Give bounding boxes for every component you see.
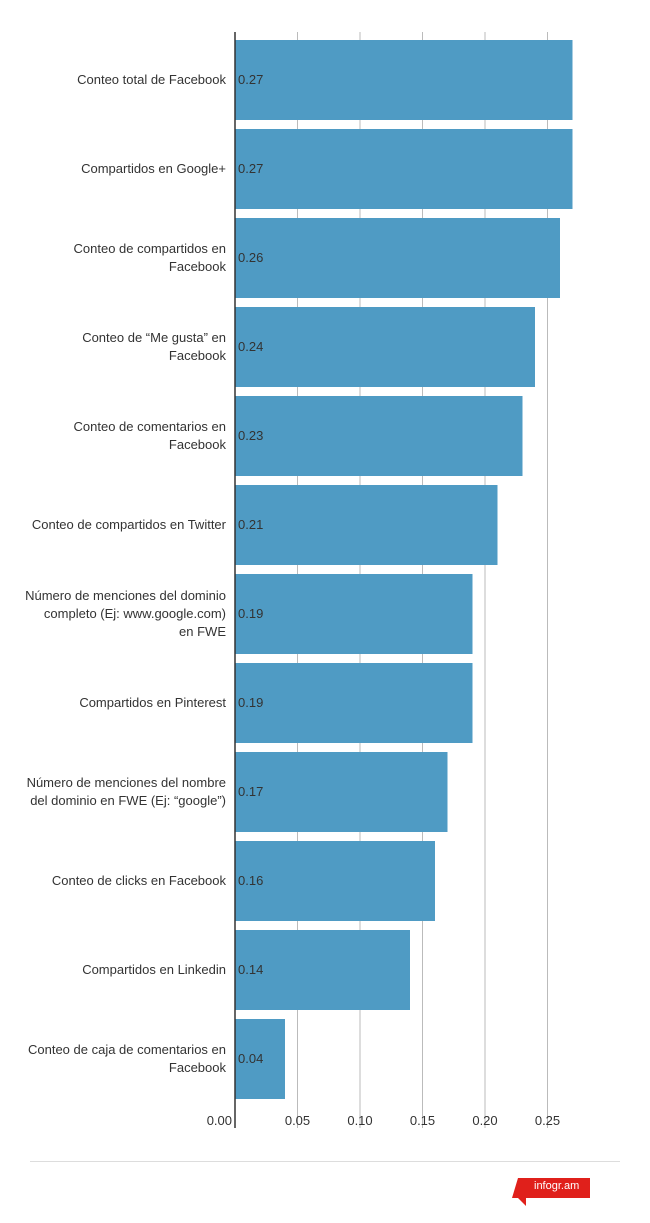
category-label-1: Compartidos en Google+ [81,161,226,176]
footer-divider [30,1161,620,1162]
bar-value-label-6: 0.19 [238,606,263,621]
bar-6 [235,574,473,654]
bar-value-label-10: 0.14 [238,962,263,977]
bar-value-label-0: 0.27 [238,72,263,87]
brand-text: infogr.am [534,1180,580,1192]
bar-10 [235,930,410,1010]
category-label-0: Conteo total de Facebook [77,72,226,87]
bar-value-label-4: 0.23 [238,428,263,443]
bar-value-label-11: 0.04 [238,1051,263,1066]
bar-9 [235,841,435,921]
bar-value-label-1: 0.27 [238,161,263,176]
category-label-6: Número de menciones del dominio completo … [25,588,226,639]
x-tick-label-1: 0.05 [285,1113,310,1128]
x-tick-label-5: 0.25 [535,1113,560,1128]
bar-value-label-2: 0.26 [238,250,263,265]
bar-value-label-7: 0.19 [238,695,263,710]
bar-0 [235,40,573,120]
category-label-2: Conteo de compartidos en Facebook [74,241,227,274]
x-tick-label-4: 0.20 [472,1113,497,1128]
category-label-11: Conteo de caja de comentarios en Facebook [28,1042,227,1075]
bar-chart: 0.27 Conteo total de Facebook 0.27 Comparti… [25,32,573,1128]
x-tick-label-0: 0.00 [207,1113,232,1128]
bar-value-label-3: 0.24 [238,339,263,354]
bar-2 [235,218,560,298]
bar-5 [235,485,498,565]
category-label-8: Número de menciones del nombre del domini… [27,775,226,808]
bar-3 [235,307,535,387]
infogram-logo-badge-icon [512,1178,590,1206]
bar-value-label-5: 0.21 [238,517,263,532]
category-label-9: Conteo de clicks en Facebook [52,873,227,888]
category-label-7: Compartidos en Pinterest [79,695,226,710]
category-label-5: Conteo de compartidos en Twitter [32,517,227,532]
bar-7 [235,663,473,743]
x-tick-label-2: 0.10 [347,1113,372,1128]
bar-value-label-8: 0.17 [238,784,263,799]
bar-value-label-9: 0.16 [238,873,263,888]
category-label-3: Conteo de “Me gusta” en Facebook [82,330,226,363]
x-tick-label-3: 0.15 [410,1113,435,1128]
bar-8 [235,752,448,832]
category-label-4: Conteo de comentarios en Facebook [74,419,227,452]
bar-4 [235,396,523,476]
category-label-10: Compartidos en Linkedin [82,962,226,977]
bar-1 [235,129,573,209]
bar-11 [235,1019,285,1099]
infogram-logo[interactable]: infogr.am [512,1178,590,1206]
